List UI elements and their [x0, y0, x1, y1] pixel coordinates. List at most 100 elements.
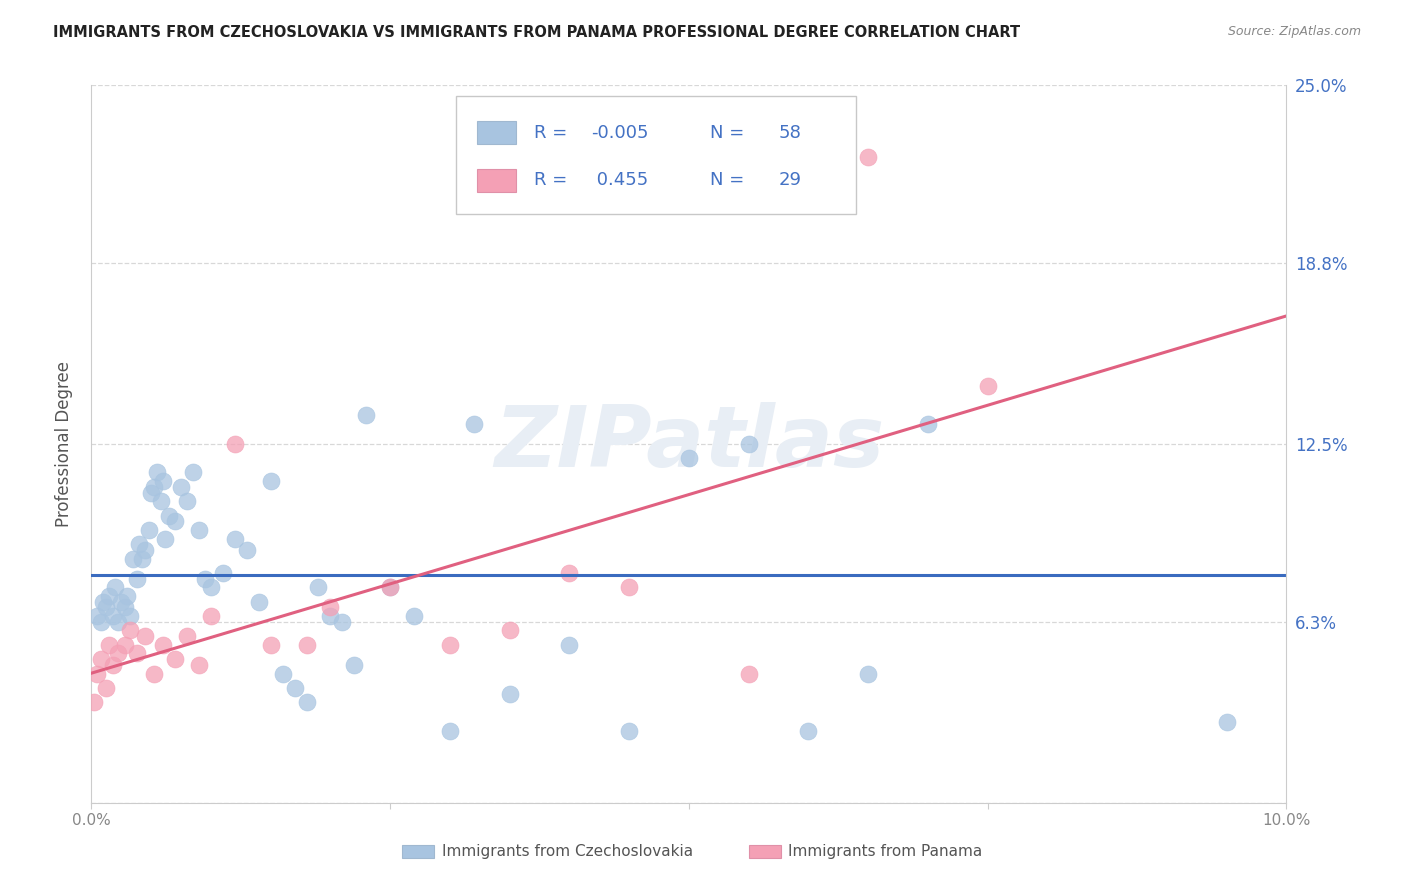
Point: [200, 609, 222, 624]
Point: [463, 417, 485, 431]
Point: [110, 595, 132, 609]
Point: [122, 551, 145, 566]
Point: [678, 451, 700, 466]
Text: Immigrants from Czechoslovakia: Immigrants from Czechoslovakia: [441, 844, 693, 859]
Point: [319, 609, 342, 624]
Point: [155, 532, 177, 546]
Text: N =: N =: [710, 124, 751, 142]
Point: [134, 629, 156, 643]
Text: R =: R =: [534, 171, 572, 189]
Point: [1215, 715, 1237, 730]
Text: -0.005: -0.005: [591, 124, 648, 142]
Point: [141, 485, 162, 500]
Point: [94, 681, 117, 695]
Point: [138, 523, 160, 537]
Point: [307, 581, 329, 595]
Point: [259, 474, 281, 488]
FancyBboxPatch shape: [456, 95, 856, 214]
Text: Source: ZipAtlas.com: Source: ZipAtlas.com: [1227, 25, 1361, 38]
Text: 29: 29: [779, 171, 801, 189]
Point: [86, 666, 108, 681]
Point: [142, 666, 165, 681]
Point: [83, 695, 105, 709]
Point: [235, 543, 259, 558]
Text: Immigrants from Panama: Immigrants from Panama: [789, 844, 983, 859]
Point: [558, 638, 581, 652]
Point: [163, 652, 186, 666]
Point: [107, 615, 129, 629]
Point: [498, 624, 520, 638]
Point: [558, 566, 581, 580]
Point: [439, 638, 461, 652]
Point: [163, 514, 186, 528]
Point: [343, 657, 366, 672]
Point: [188, 523, 211, 537]
Text: IMMIGRANTS FROM CZECHOSLOVAKIA VS IMMIGRANTS FROM PANAMA PROFESSIONAL DEGREE COR: IMMIGRANTS FROM CZECHOSLOVAKIA VS IMMIGR…: [53, 25, 1021, 40]
Point: [224, 436, 246, 450]
Bar: [748, 845, 780, 858]
Point: [90, 615, 112, 629]
Point: [86, 609, 108, 624]
Point: [737, 666, 759, 681]
Bar: [478, 121, 516, 145]
Bar: [402, 845, 434, 858]
Point: [211, 566, 233, 580]
Point: [93, 595, 115, 609]
Point: [378, 581, 402, 595]
Point: [224, 532, 246, 546]
Point: [94, 600, 117, 615]
Point: [101, 609, 124, 624]
Point: [856, 666, 880, 681]
Point: [917, 417, 939, 431]
Point: [90, 652, 112, 666]
Point: [98, 589, 121, 603]
Point: [176, 629, 198, 643]
Point: [283, 681, 307, 695]
Point: [157, 508, 180, 523]
Point: [128, 537, 150, 551]
Point: [295, 638, 318, 652]
Point: [319, 600, 342, 615]
Point: [619, 581, 641, 595]
Point: [176, 494, 198, 508]
Point: [114, 638, 136, 652]
Point: [152, 638, 174, 652]
Point: [181, 466, 204, 480]
Point: [149, 494, 172, 508]
Point: [378, 581, 402, 595]
Text: ZIPatlas: ZIPatlas: [494, 402, 884, 485]
Point: [115, 589, 138, 603]
Text: 58: 58: [779, 124, 801, 142]
Point: [194, 572, 217, 586]
Point: [404, 609, 426, 624]
Point: [259, 638, 281, 652]
Point: [101, 657, 124, 672]
Point: [332, 615, 354, 629]
Point: [107, 647, 129, 661]
Point: [498, 687, 520, 701]
Point: [271, 666, 294, 681]
Point: [142, 480, 165, 494]
Point: [439, 724, 461, 739]
Point: [118, 609, 141, 624]
Point: [134, 543, 156, 558]
Point: [354, 408, 377, 422]
Point: [152, 474, 174, 488]
Point: [737, 436, 759, 450]
Point: [114, 600, 136, 615]
Point: [247, 595, 270, 609]
Point: [118, 624, 141, 638]
Text: R =: R =: [534, 124, 572, 142]
Point: [295, 695, 318, 709]
Point: [200, 581, 222, 595]
Point: [976, 379, 998, 393]
Point: [125, 572, 148, 586]
Point: [619, 724, 641, 739]
Point: [125, 647, 148, 661]
Point: [797, 724, 820, 739]
Text: N =: N =: [710, 171, 751, 189]
Point: [188, 657, 211, 672]
Bar: [478, 169, 516, 192]
Point: [98, 638, 121, 652]
Point: [131, 551, 153, 566]
